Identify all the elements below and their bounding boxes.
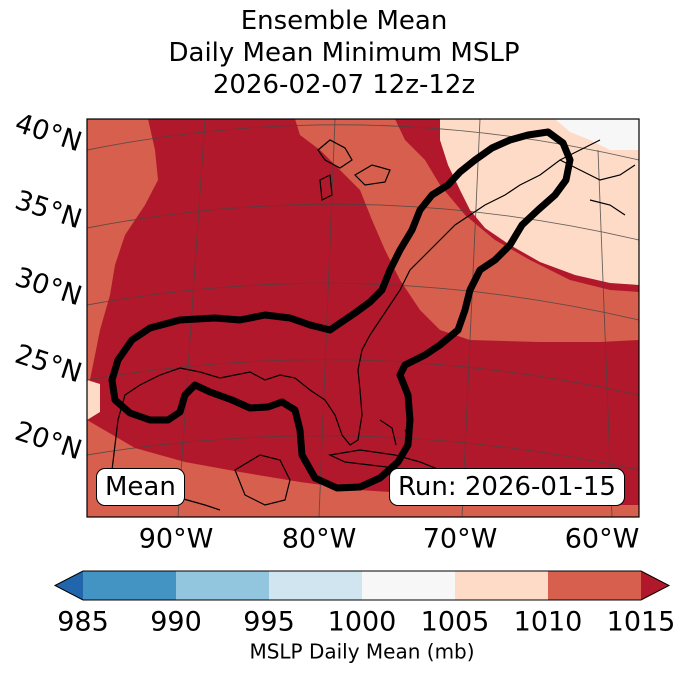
- lon-label-60: 60°W: [565, 524, 640, 555]
- latitude-line-30: [87, 282, 639, 321]
- colorbar-tick-990: 990: [150, 607, 202, 638]
- colorbar-tick-1005: 1005: [421, 607, 490, 638]
- yucatan-outline: [234, 454, 291, 506]
- longitude-line-60: [597, 149, 613, 517]
- pressure-fill-1005-1010: [440, 119, 639, 285]
- colorbar-bin-985-990: [83, 571, 176, 600]
- colorbar-bin-990-995: [176, 571, 269, 600]
- pressure-fill-1000-1005: [555, 119, 639, 150]
- colorbar-bins: [53, 570, 671, 601]
- mean-pressure-contour: [108, 128, 574, 492]
- run-date-label-box: Run: 2026-01-15: [389, 468, 625, 506]
- pressure-fill-1010-1015-west: [87, 119, 158, 395]
- title-line-2: Daily Mean Minimum MSLP: [168, 38, 520, 68]
- colorbar-bin-995-1000: [269, 571, 362, 600]
- lon-label-70: 70°W: [423, 524, 498, 555]
- title-line-1: Ensemble Mean: [240, 6, 448, 36]
- lon-label-80: 80°W: [282, 524, 357, 555]
- title-line-3: 2026-02-07 12z-12z: [212, 70, 476, 100]
- colorbar-bin-1000-1005: [362, 571, 455, 600]
- latitude-line-20: [87, 435, 639, 471]
- longitude-line-70: [461, 119, 481, 517]
- latitude-line-35: [87, 203, 639, 241]
- pressure-fill-1005-1010-west: [87, 380, 100, 420]
- map-frame: [87, 119, 639, 517]
- graticule: [87, 119, 639, 517]
- canada-maritimes-outline: [559, 159, 636, 216]
- colorbar-bin-below-985: [55, 571, 83, 600]
- colorbar-tick-1010: 1010: [514, 607, 583, 638]
- latitude-line-25: [87, 359, 639, 396]
- great-lakes-outline: [317, 139, 391, 201]
- lon-label-90: 90°W: [139, 524, 214, 555]
- colorbar-tick-985: 985: [57, 607, 109, 638]
- longitude-line-80: [318, 119, 336, 517]
- colorbar-bin-1005-1010: [455, 571, 548, 600]
- map-border: [86, 118, 640, 518]
- colorbar-tick-1015: 1015: [607, 607, 676, 638]
- mean-label-box: Mean: [96, 468, 185, 506]
- colorbar-tick-995: 995: [243, 607, 295, 638]
- colorbar-tick-1000: 1000: [328, 607, 397, 638]
- colorbar-outline: [53, 570, 671, 601]
- pressure-fill-1010-1015-east: [295, 119, 639, 342]
- colorbar-bin-1010-1015: [548, 571, 641, 600]
- colorbar-bin-above-1015: [641, 571, 669, 600]
- us-east-coast-outline: [109, 139, 601, 501]
- pressure-fill-1010-1015-south: [87, 420, 639, 517]
- colorbar-label: MSLP Daily Mean (mb): [249, 640, 474, 664]
